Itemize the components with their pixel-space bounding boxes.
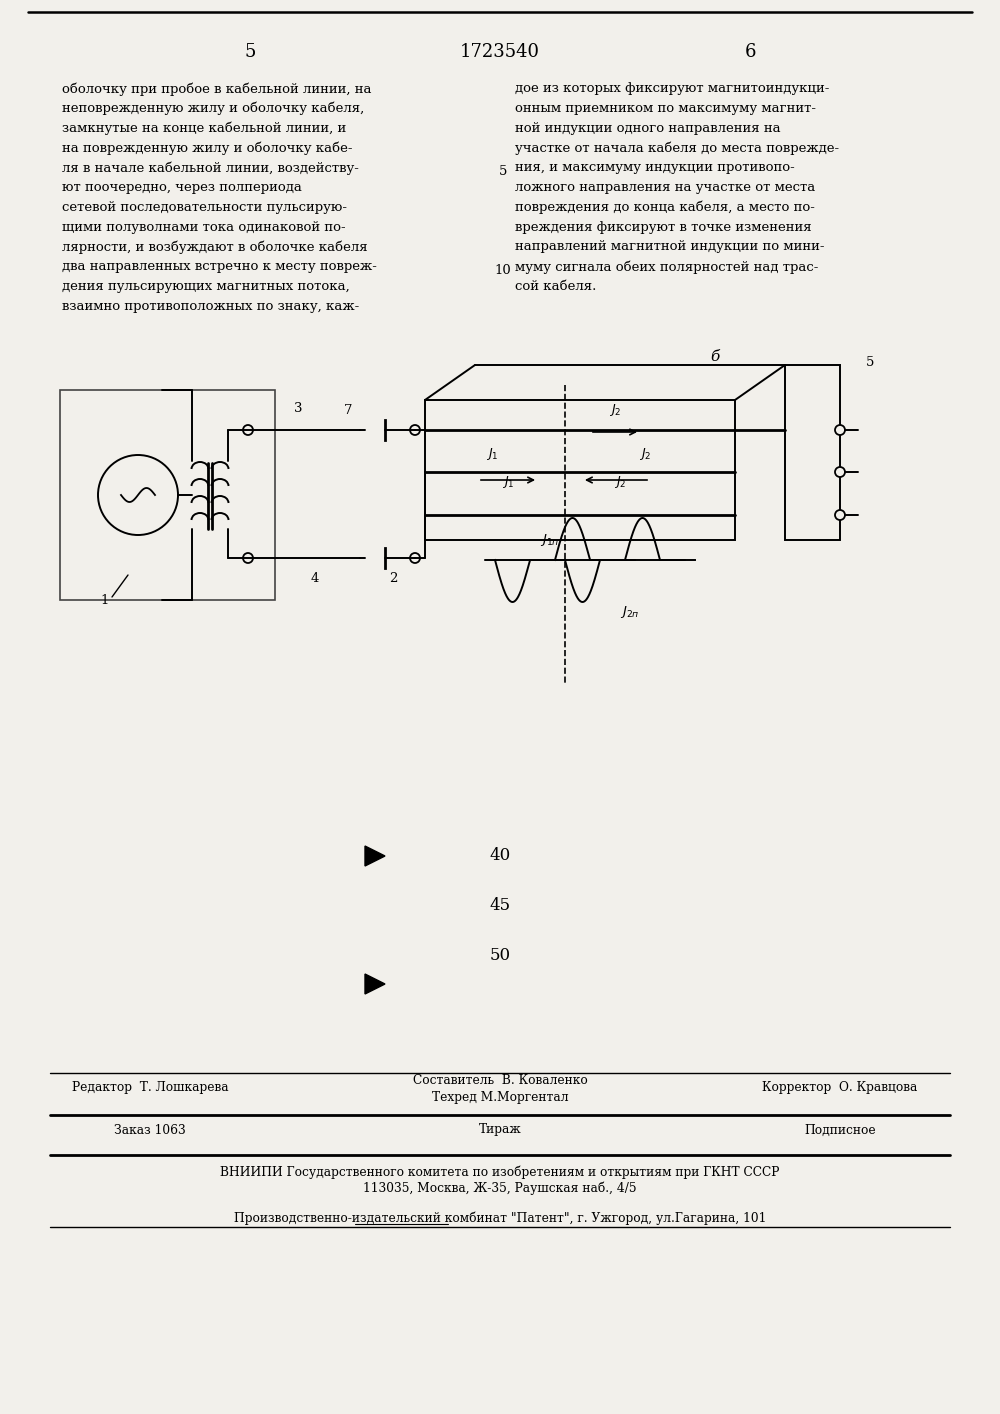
Circle shape (410, 553, 420, 563)
Text: Корректор  О. Кравцова: Корректор О. Кравцова (762, 1082, 918, 1094)
Text: дое из которых фиксируют магнитоиндукци-: дое из которых фиксируют магнитоиндукци- (515, 82, 829, 95)
Circle shape (835, 510, 845, 520)
Text: направлений магнитной индукции по мини-: направлений магнитной индукции по мини- (515, 240, 824, 253)
Text: $J_2$: $J_2$ (609, 402, 621, 419)
Text: 1: 1 (101, 594, 109, 607)
Circle shape (835, 467, 845, 477)
Text: замкнутые на конце кабельной линии, и: замкнутые на конце кабельной линии, и (62, 122, 346, 136)
Text: $J_1$: $J_1$ (486, 445, 498, 462)
Text: б: б (710, 351, 720, 363)
Text: Техред М.Моргентал: Техред М.Моргентал (432, 1090, 568, 1103)
Text: 10: 10 (495, 263, 511, 277)
Text: $J_2$: $J_2$ (639, 445, 651, 462)
Text: неповрежденную жилу и оболочку кабеля,: неповрежденную жилу и оболочку кабеля, (62, 102, 364, 116)
Text: $J_{1п}$: $J_{1п}$ (540, 532, 560, 549)
Text: лярности, и возбуждают в оболочке кабеля: лярности, и возбуждают в оболочке кабеля (62, 240, 368, 255)
Text: 7: 7 (344, 403, 352, 417)
Text: 40: 40 (489, 847, 511, 864)
Text: оболочку при пробое в кабельной линии, на: оболочку при пробое в кабельной линии, н… (62, 82, 372, 96)
Text: участке от начала кабеля до места поврежде-: участке от начала кабеля до места повреж… (515, 141, 839, 156)
Text: на поврежденную жилу и оболочку кабе-: на поврежденную жилу и оболочку кабе- (62, 141, 352, 156)
Bar (60, 390, 275, 600)
Text: $J_2$: $J_2$ (614, 474, 626, 491)
Text: ной индукции одного направления на: ной индукции одного направления на (515, 122, 781, 134)
Text: дения пульсирующих магнитных потока,: дения пульсирующих магнитных потока, (62, 280, 350, 293)
Text: 3: 3 (294, 402, 302, 414)
Text: Подписное: Подписное (804, 1124, 876, 1137)
Text: Составитель  В. Коваленко: Составитель В. Коваленко (413, 1073, 587, 1086)
Text: ВНИИПИ Государственного комитета по изобретениям и открытиям при ГКНТ СССР: ВНИИПИ Государственного комитета по изоб… (220, 1165, 780, 1179)
Text: 5: 5 (866, 356, 874, 369)
Text: $J_{2п}$: $J_{2п}$ (620, 604, 640, 619)
Bar (425, 400, 735, 540)
Text: ют поочередно, через полпериода: ют поочередно, через полпериода (62, 181, 302, 194)
Text: ния, и максимуму индукции противопо-: ния, и максимуму индукции противопо- (515, 161, 795, 174)
Polygon shape (365, 974, 385, 994)
Circle shape (243, 426, 253, 436)
Text: 5: 5 (499, 164, 507, 178)
Text: Заказ 1063: Заказ 1063 (114, 1124, 186, 1137)
Circle shape (243, 553, 253, 563)
Text: 2: 2 (389, 571, 397, 584)
Polygon shape (365, 846, 385, 865)
Text: сой кабеля.: сой кабеля. (515, 280, 596, 293)
Text: взаимно противоположных по знаку, каж-: взаимно противоположных по знаку, каж- (62, 300, 359, 312)
Text: 113035, Москва, Ж-35, Раушская наб., 4/5: 113035, Москва, Ж-35, Раушская наб., 4/5 (363, 1181, 637, 1195)
Text: Производственно-издательский комбинат "Патент", г. Ужгород, ул.Гагарина, 101: Производственно-издательский комбинат "П… (234, 1212, 766, 1225)
Circle shape (835, 426, 845, 436)
Text: муму сигнала обеих полярностей над трас-: муму сигнала обеих полярностей над трас- (515, 260, 818, 274)
Text: повреждения до конца кабеля, а место по-: повреждения до конца кабеля, а место по- (515, 201, 815, 215)
Text: 1723540: 1723540 (460, 42, 540, 61)
Text: ложного направления на участке от места: ложного направления на участке от места (515, 181, 815, 194)
Text: щими полуволнами тока одинаковой по-: щими полуволнами тока одинаковой по- (62, 221, 346, 233)
Text: 50: 50 (489, 946, 511, 963)
Text: ля в начале кабельной линии, воздейству-: ля в начале кабельной линии, воздейству- (62, 161, 359, 175)
Text: сетевой последовательности пульсирую-: сетевой последовательности пульсирую- (62, 201, 347, 214)
Text: 5: 5 (244, 42, 256, 61)
Text: вреждения фиксируют в точке изменения: вреждения фиксируют в точке изменения (515, 221, 812, 233)
Text: 6: 6 (744, 42, 756, 61)
Text: Редактор  Т. Лошкарева: Редактор Т. Лошкарева (72, 1082, 228, 1094)
Bar (785, 365, 840, 540)
Text: 45: 45 (489, 896, 511, 913)
Text: онным приемником по максимуму магнит-: онным приемником по максимуму магнит- (515, 102, 816, 115)
Text: 4: 4 (311, 571, 319, 584)
Text: два направленных встречно к месту повреж-: два направленных встречно к месту повреж… (62, 260, 377, 273)
Circle shape (410, 426, 420, 436)
Text: $J_1$: $J_1$ (502, 474, 514, 491)
Text: Тираж: Тираж (479, 1124, 521, 1137)
